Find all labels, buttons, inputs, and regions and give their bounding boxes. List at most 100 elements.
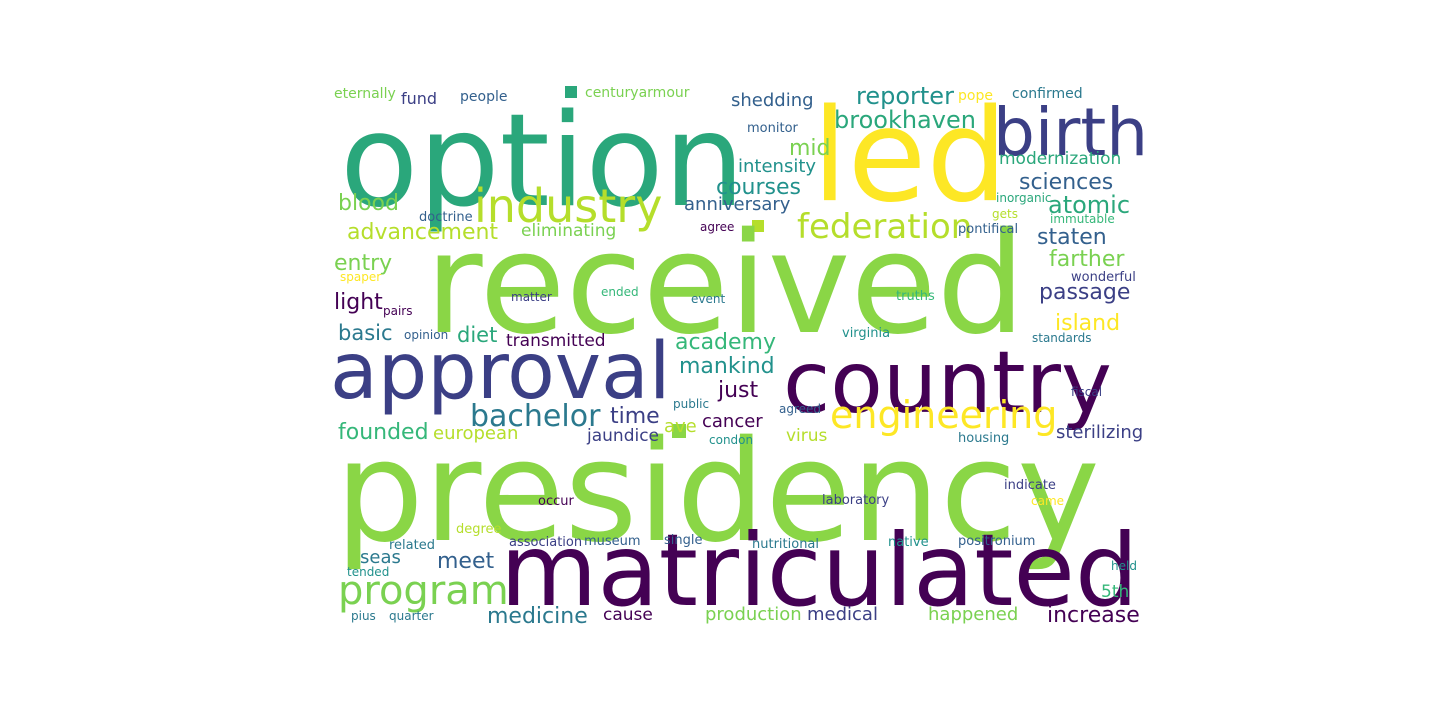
cloud-square-mark (672, 424, 686, 438)
cloud-word-modernization: modernization (999, 149, 1121, 169)
cloud-word-truths: truths (896, 289, 935, 304)
cloud-word-blood: blood (338, 191, 399, 216)
cloud-word-virginia: virginia (842, 326, 890, 341)
cloud-word-production: production (705, 604, 802, 625)
cloud-word-island: island (1055, 311, 1120, 336)
cloud-word-condon: condon (709, 433, 753, 447)
cloud-word-fiscal: fiscal (1071, 385, 1102, 399)
cloud-word-positronium: positronium (958, 534, 1035, 549)
cloud-word-entry: entry (334, 251, 392, 276)
cloud-word-increase: increase (1047, 603, 1140, 628)
cloud-word-brookhaven: brookhaven (834, 106, 976, 134)
cloud-word-shedding: shedding (731, 90, 814, 111)
cloud-word-led: led (812, 82, 1008, 231)
cloud-word-european: european (433, 423, 518, 444)
cloud-word-program: program (338, 568, 509, 614)
cloud-word-jaundice: jaundice (586, 426, 659, 446)
cloud-square-mark (752, 220, 764, 232)
cloud-word-native: native (888, 535, 929, 550)
cloud-word-engineering: engineering (830, 393, 1057, 437)
cloud-word-fund: fund (401, 89, 437, 108)
cloud-word-matter: matter (511, 290, 552, 304)
cloud-word-quarter: quarter (389, 609, 434, 623)
cloud-word-meet: meet (437, 549, 495, 574)
cloud-word-tended: tended (347, 565, 389, 579)
cloud-word-5th: 5th (1101, 582, 1129, 602)
cloud-word-association: association (509, 535, 582, 550)
cloud-word-federation: federation (797, 207, 972, 247)
cloud-word-just: just (717, 378, 759, 403)
cloud-word-eliminating: eliminating (521, 221, 616, 241)
cloud-word-virus: virus (786, 426, 828, 446)
cloud-word-agreed: agreed (779, 402, 821, 416)
cloud-word-advancement: advancement (347, 220, 498, 245)
cloud-word-public: public (673, 397, 709, 411)
cloud-word-agree: agree (700, 220, 734, 234)
cloud-word-founded: founded (338, 420, 429, 445)
cloud-word-mid: mid (789, 136, 831, 161)
cloud-word-laboratory: laboratory (822, 493, 889, 508)
cloud-word-pairs: pairs (383, 304, 413, 318)
cloud-word-option: option (340, 87, 745, 236)
cloud-square-mark (565, 86, 577, 98)
cloud-word-ave: ave (664, 416, 697, 437)
cloud-word-related: related (389, 538, 435, 553)
cloud-word-inorganic: inorganic (996, 191, 1052, 205)
cloud-word-passage: passage (1039, 280, 1130, 305)
cloud-word-sciences: sciences (1019, 170, 1113, 195)
cloud-word-immutable: immutable (1050, 212, 1115, 226)
cloud-word-academy: academy (675, 330, 776, 355)
cloud-word-standards: standards (1032, 331, 1091, 345)
cloud-word-approval: approval (330, 327, 671, 417)
cloud-word-seas: seas (360, 547, 401, 568)
cloud-word-opinion: opinion (404, 328, 448, 342)
cloud-word-pontifical: pontifical (958, 222, 1018, 237)
cloud-word-housing: housing (958, 431, 1009, 446)
cloud-word-birth: birth (993, 94, 1148, 171)
cloud-word-industry: industry (474, 179, 662, 233)
cloud-word-people: people (460, 89, 507, 105)
cloud-word-sterilizing: sterilizing (1056, 422, 1143, 443)
cloud-word-nutritional: nutritional (752, 537, 819, 552)
cloud-word-centuryarmour: centuryarmour (585, 85, 690, 101)
cloud-word-matriculated: matriculated (500, 512, 1138, 629)
cloud-word-presidency: presidency (335, 411, 1100, 574)
cloud-word-diet: diet (457, 323, 497, 347)
cloud-word-pope: pope (958, 88, 993, 104)
cloud-word-spaper: spaper (340, 270, 381, 284)
cloud-word-time: time (610, 404, 660, 429)
cloud-word-bachelor: bachelor (470, 399, 601, 434)
cloud-word-farther: farther (1049, 247, 1125, 272)
cloud-word-happened: happened (928, 604, 1018, 625)
cloud-word-single: single (664, 533, 703, 548)
cloud-word-event: event (691, 292, 725, 306)
cloud-word-transmitted: transmitted (506, 331, 606, 351)
cloud-word-held: held (1111, 559, 1137, 573)
cloud-word-came: came (1031, 494, 1064, 508)
cloud-word-eternally: eternally (334, 86, 396, 102)
cloud-word-atomic: atomic (1048, 191, 1130, 219)
cloud-word-doctrine: doctrine (419, 210, 473, 225)
cloud-word-degree: degree (456, 522, 502, 537)
cloud-word-confirmed: confirmed (1012, 86, 1083, 102)
cloud-word-reporter: reporter (856, 82, 954, 110)
cloud-word-medicine: medicine (487, 604, 588, 629)
cloud-word-monitor: monitor (747, 121, 799, 136)
cloud-word-staten: staten (1037, 225, 1107, 250)
cloud-word-museum: museum (584, 534, 641, 549)
cloud-word-country: country (783, 333, 1112, 433)
cloud-word-gets: gets (992, 207, 1018, 221)
cloud-word-cancer: cancer (702, 411, 763, 432)
cloud-word-basic: basic (338, 321, 393, 345)
cloud-word-cause: cause (603, 605, 653, 625)
cloud-word-anniversary: anniversary (684, 194, 791, 215)
cloud-word-intensity: intensity (738, 156, 816, 177)
cloud-word-courses: courses (716, 175, 801, 200)
cloud-word-ended: ended (601, 285, 639, 299)
cloud-word-indicate: indicate (1004, 478, 1056, 493)
cloud-word-pius: pius (351, 609, 376, 623)
cloud-word-medical: medical (807, 604, 878, 625)
cloud-word-received: received (425, 203, 1025, 366)
